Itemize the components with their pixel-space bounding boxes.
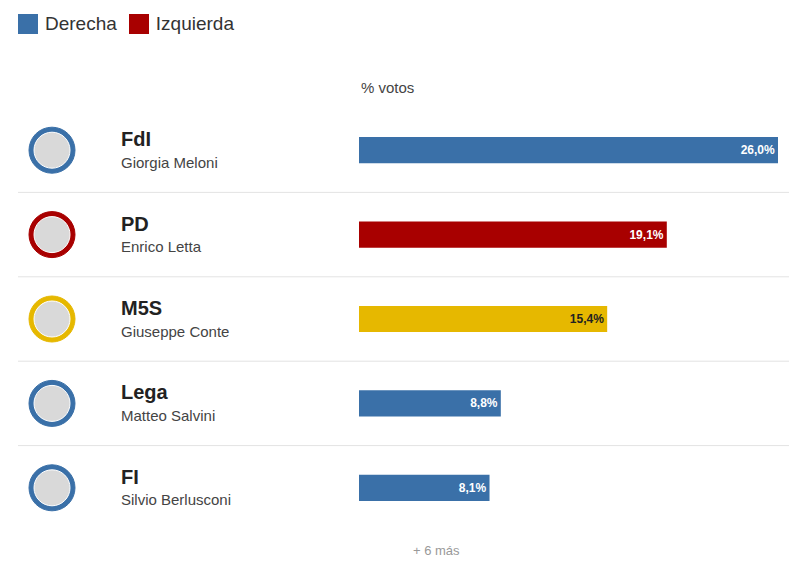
html-text:Izquierda: Izquierda — [155, 13, 234, 34]
svg-text:FdI: FdI — [121, 128, 151, 150]
svg-text:Enrico Letta: Enrico Letta — [121, 238, 202, 255]
svg-text:Silvio Berlusconi: Silvio Berlusconi — [121, 491, 231, 508]
svg-text:8,8%: 8,8% — [470, 396, 498, 410]
svg-text:Matteo Salvini: Matteo Salvini — [121, 407, 215, 424]
svg-text:15,4%: 15,4% — [570, 312, 604, 326]
svg-text:% votos: % votos — [361, 79, 414, 96]
svg-text:M5S: M5S — [121, 297, 162, 319]
svg-text:Giorgia Meloni: Giorgia Meloni — [121, 154, 218, 171]
svg-text:Lega: Lega — [121, 381, 169, 403]
svg-text:PD: PD — [121, 213, 149, 235]
svg-text:FI: FI — [121, 466, 139, 488]
svg-text:26,0%: 26,0% — [741, 143, 775, 157]
svg-text:+ 6 más: + 6 más — [413, 543, 460, 558]
svg-text:19,1%: 19,1% — [629, 228, 663, 242]
svg-text:Giuseppe Conte: Giuseppe Conte — [121, 323, 229, 340]
html-text:Derecha: Derecha — [45, 13, 117, 34]
svg-text:8,1%: 8,1% — [459, 481, 487, 495]
